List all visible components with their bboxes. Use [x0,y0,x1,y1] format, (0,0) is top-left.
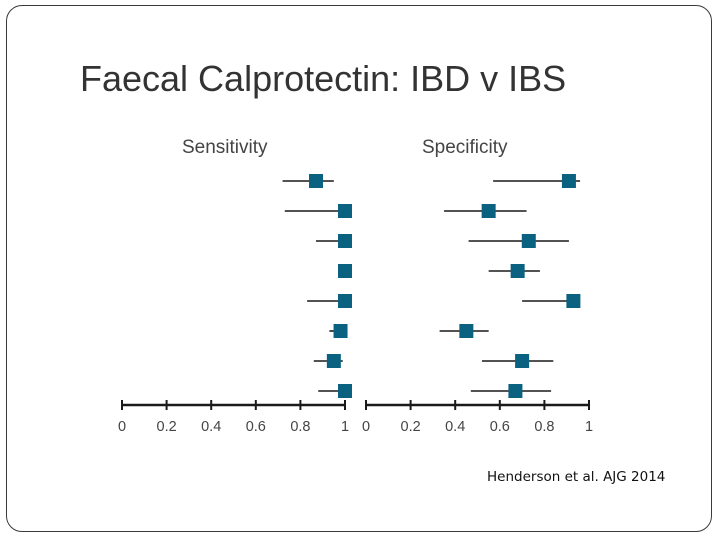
sensitivity-tick-label: 0.4 [201,419,221,435]
sensitivity-estimate-marker [338,204,352,218]
sensitivity-tick-label: 0.6 [246,419,266,435]
sensitivity-estimate-marker [326,354,341,368]
sensitivity-panel-title: Sensitivity [182,137,268,158]
sensitivity-tick-label: 0.8 [290,419,310,435]
specificity-tick-label: 1 [585,419,593,435]
specificity-estimate-marker [510,264,525,278]
specificity-estimate-marker [459,324,474,338]
slide-frame [6,5,712,532]
specificity-tick-label: 0.6 [490,419,510,435]
sensitivity-estimate-marker [338,294,352,308]
specificity-panel-title: Specificity [422,137,508,158]
specificity-estimate-marker [566,294,581,308]
sensitivity-tick-label: 0 [118,419,126,435]
specificity-estimate-marker [508,384,523,398]
sensitivity-tick-label: 0.2 [157,419,177,435]
citation: Henderson et al. AJG 2014 [487,469,666,485]
specificity-tick-label: 0.4 [445,419,465,435]
specificity-tick-label: 0.2 [401,419,421,435]
sensitivity-estimate-marker [338,384,352,398]
specificity-estimate-marker [481,204,496,218]
specificity-tick-label: 0.8 [534,419,554,435]
specificity-estimate-marker [561,174,576,188]
sensitivity-estimate-marker [333,324,348,338]
specificity-estimate-marker [515,354,530,368]
sensitivity-tick-label: 1 [341,419,349,435]
specificity-estimate-marker [521,234,536,248]
slide-title: Faecal Calprotectin: IBD v IBS [80,58,567,99]
specificity-tick-label: 0 [362,419,370,435]
sensitivity-estimate-marker [309,174,324,188]
sensitivity-estimate-marker [338,264,352,278]
sensitivity-estimate-marker [338,234,352,248]
